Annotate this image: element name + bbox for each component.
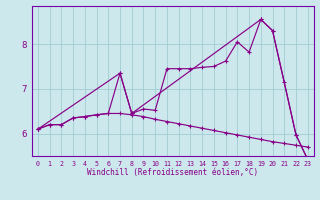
X-axis label: Windchill (Refroidissement éolien,°C): Windchill (Refroidissement éolien,°C) [87, 168, 258, 177]
